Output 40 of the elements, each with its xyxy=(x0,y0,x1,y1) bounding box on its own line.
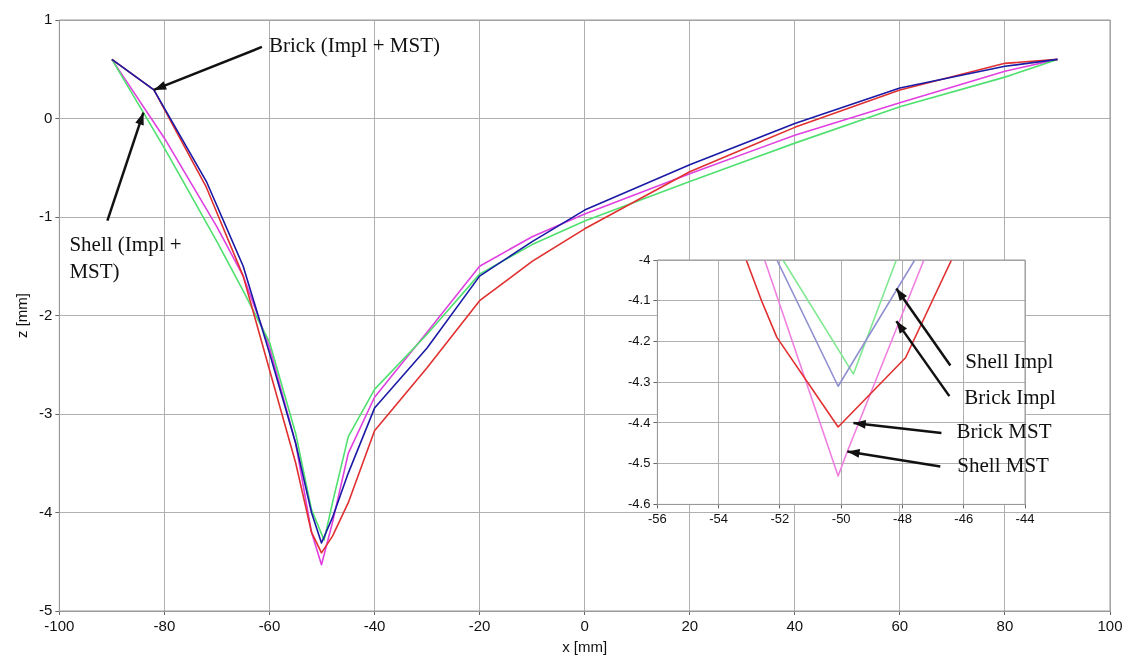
y-axis-title: z [mm] xyxy=(13,293,31,338)
y-tick-label: -4.3 xyxy=(627,373,651,389)
y-tick-label: -4.5 xyxy=(627,455,651,471)
x-tick-label: 80 xyxy=(996,617,1014,635)
y-tick-label: -4.1 xyxy=(627,292,651,308)
annotation: Brick MST xyxy=(956,419,1052,444)
y-tick-label: -5 xyxy=(38,601,53,619)
y-tick-label: -4.6 xyxy=(627,495,651,511)
x-tick-label: -100 xyxy=(44,617,75,635)
annotation: Shell Impl xyxy=(965,349,1054,374)
x-tick-label: -48 xyxy=(893,510,912,526)
x-tick-label: 100 xyxy=(1097,617,1123,635)
x-tick-label: -54 xyxy=(709,510,729,526)
x-tick-label: -40 xyxy=(363,617,386,635)
y-tick-label: 0 xyxy=(43,108,53,126)
y-tick-label: -4 xyxy=(638,251,651,267)
x-axis-title: x [mm] xyxy=(562,638,608,656)
y-tick-label: -2 xyxy=(38,305,53,323)
y-tick-label: -4 xyxy=(38,502,53,520)
x-tick-label: -60 xyxy=(258,617,281,635)
annotation: Shell (Impl + MST) xyxy=(69,232,182,284)
x-tick-label: -20 xyxy=(468,617,491,635)
y-tick-label: -3 xyxy=(38,404,53,422)
x-tick-label: -56 xyxy=(648,510,667,526)
x-tick-label: -50 xyxy=(831,510,851,526)
annotation: Brick Impl xyxy=(964,384,1057,409)
x-tick-label: -80 xyxy=(153,617,176,635)
x-tick-label: -52 xyxy=(770,510,790,526)
x-tick-label: 60 xyxy=(891,617,909,635)
x-tick-label: 20 xyxy=(681,617,699,635)
y-tick-label: -4.2 xyxy=(627,333,651,349)
x-tick-label: 0 xyxy=(580,617,589,635)
y-tick-label: 1 xyxy=(43,10,53,28)
annotation: Brick (Impl + MST) xyxy=(268,33,440,58)
annotation: Shell MST xyxy=(957,452,1050,477)
x-tick-label: -44 xyxy=(1015,510,1035,526)
x-tick-label: 40 xyxy=(786,617,804,635)
y-tick-label: -1 xyxy=(38,207,53,225)
x-tick-label: -46 xyxy=(954,510,974,526)
y-tick-label: -4.4 xyxy=(627,414,651,430)
